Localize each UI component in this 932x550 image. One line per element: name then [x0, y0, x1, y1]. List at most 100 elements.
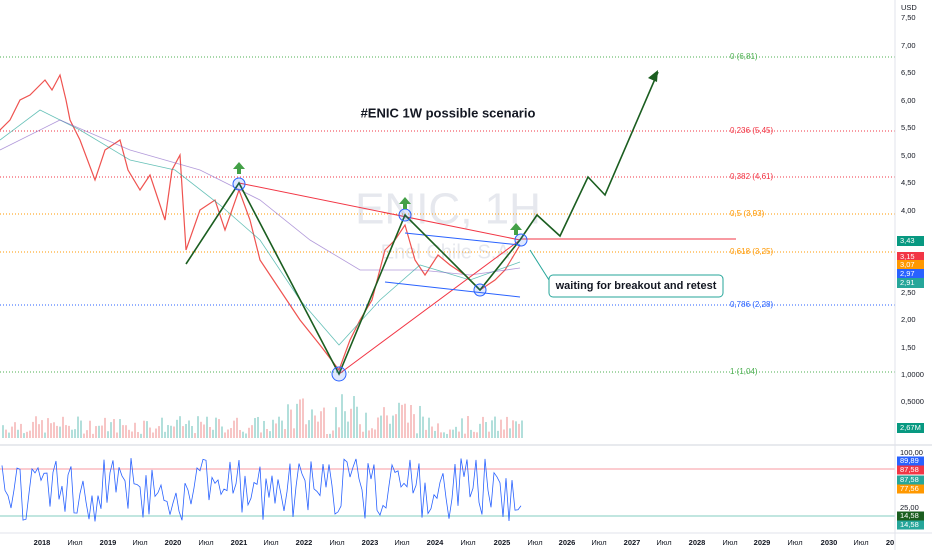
price-label: 2,00 [901, 315, 916, 324]
time-label: Июл [656, 538, 671, 547]
volume-bar [392, 415, 394, 438]
volume-bar [86, 430, 88, 438]
volume-bar [149, 427, 151, 438]
volume-bar [404, 403, 406, 438]
volume-bar [170, 425, 172, 438]
volume-bar [209, 426, 211, 438]
volume-bar [350, 408, 352, 438]
volume-bar [458, 431, 460, 438]
volume-bar [338, 427, 340, 438]
osc-label: 100,00 [900, 448, 923, 457]
volume-bar [434, 430, 436, 438]
price-label: 1,0000 [901, 370, 924, 379]
trend-line [338, 239, 521, 375]
volume-bar [29, 430, 31, 438]
volume-bar [437, 423, 439, 438]
volume-bar [494, 416, 496, 438]
osc-badge-label: 87,58 [900, 475, 919, 484]
volume-bar [137, 432, 139, 438]
volume-bar [26, 431, 28, 438]
volume-bar [449, 429, 451, 438]
time-label: Июл [394, 538, 409, 547]
volume-bar [257, 416, 259, 438]
time-label: 2026 [559, 538, 576, 547]
time-label: Июл [263, 538, 278, 547]
fib-label: 0,786 (2,28) [730, 300, 773, 309]
volume-bar [32, 421, 34, 438]
time-label: 2022 [296, 538, 313, 547]
volume-bar [116, 432, 118, 438]
time-label: Июл [329, 538, 344, 547]
volume-bar [191, 426, 193, 438]
volume-bar [515, 421, 517, 438]
price-badge-label: 3,15 [900, 252, 915, 261]
volume-bar [203, 424, 205, 438]
fib-label: 0,236 (5,45) [730, 126, 773, 135]
volume-bar [473, 431, 475, 438]
volume-bar [347, 421, 349, 438]
volume-bar [308, 420, 310, 438]
volume-bar [371, 428, 373, 438]
volume-bar [206, 416, 208, 438]
volume-bar [167, 425, 169, 438]
volume-bar [68, 425, 70, 438]
volume-bar [107, 431, 109, 438]
volume-bar [518, 423, 520, 438]
volume-bar [38, 424, 40, 438]
volume-bar [374, 429, 376, 438]
volume-bar [332, 430, 334, 438]
osc-badge [897, 456, 924, 466]
pivot-circles [232, 177, 528, 382]
volume-bar [131, 431, 133, 438]
volume-bar [335, 407, 337, 438]
osc-badge [897, 475, 924, 485]
volume-bar [383, 407, 385, 438]
volume-bar [11, 426, 13, 438]
volume-bar [5, 429, 7, 438]
time-label: 2024 [427, 538, 445, 547]
volume-bar [362, 431, 364, 438]
volume-bar [266, 429, 268, 438]
price-label: 6,00 [901, 96, 916, 105]
oscillator-line [1, 458, 522, 522]
volume-bar [17, 429, 19, 438]
volume-bar [122, 425, 124, 438]
volume-bar [269, 431, 271, 438]
annotation-pointer [529, 249, 550, 281]
volume-bar [296, 403, 298, 438]
volume-bar [101, 425, 103, 438]
volume-bar [62, 416, 64, 438]
volume-bar [233, 420, 235, 438]
volume-bar [230, 428, 232, 438]
price-label: 2,50 [901, 288, 916, 297]
volume-bar [299, 399, 301, 438]
scenario-path [185, 71, 659, 376]
time-label: 2023 [362, 538, 379, 547]
volume-bar [503, 429, 505, 438]
volume-bar [254, 418, 256, 438]
time-label: Июл [591, 538, 606, 547]
time-label: Июл [67, 538, 82, 547]
volume-bar [221, 426, 223, 438]
price-badge [897, 260, 924, 270]
osc-badge [897, 484, 924, 494]
volume-bar [140, 433, 142, 438]
volume-bar [278, 416, 280, 438]
volume-bar [365, 412, 367, 438]
volume-bar [188, 420, 190, 438]
axes: USD 7,507,006,506,005,505,004,504,003,50… [34, 3, 924, 547]
watermark: ENIC, 1H [355, 185, 541, 234]
volume-bar [293, 428, 295, 438]
osc-badge-label: 14,58 [900, 511, 919, 520]
price-badge-label: 2,67M [900, 423, 921, 432]
volume-bar [23, 433, 25, 438]
time-label: 2018 [34, 538, 51, 547]
volume-bar [455, 426, 457, 438]
volume-bar [44, 432, 46, 438]
volume-bar [260, 432, 262, 438]
time-label: 20 [886, 538, 894, 547]
osc-label: 25,00 [900, 503, 919, 512]
volume-bar [443, 432, 445, 438]
volume-bar [50, 423, 52, 438]
